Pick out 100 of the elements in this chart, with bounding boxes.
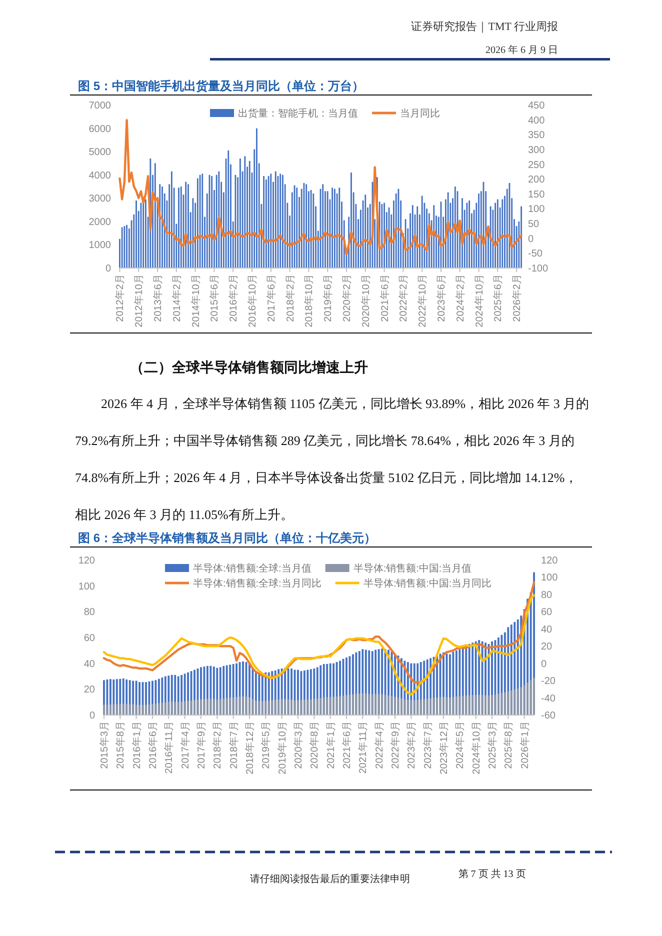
x-tick-label: 2012年10月 [133,274,146,328]
x-tick-label: 2014年10月 [190,274,202,328]
x-tick-label: 2014年2月 [170,274,183,322]
y2-tick-label: -100 [528,264,548,274]
legend-label: 当月同比 [400,108,440,120]
x-tick-label: 2024年10月 [470,721,482,774]
x-tick-label: 2024年2月 [454,274,466,322]
x-tick-label: 2022年4月 [373,721,386,769]
y2-tick-label: -20 [541,676,556,688]
y-tick-label: 5000 [88,147,112,158]
x-tick-label: 2019年6月 [322,274,334,322]
x-tick-label: 2024年10月 [473,274,486,328]
x-tick-label: 2021年6月 [340,721,353,769]
y-tick-label: 7000 [88,100,112,112]
x-tick-label: 2020年8月 [308,721,321,769]
y-tick-label: 80 [84,607,96,618]
line-series [102,594,536,696]
x-tick-label: 2019年10月 [276,721,288,774]
y2-tick-label: 40 [541,624,553,636]
y2-tick-label: -60 [541,710,556,722]
x-tick-label: 2016年1月 [130,721,143,769]
x-tick-label: 2023年6月 [435,274,448,322]
y-tick-label: 0 [89,710,96,722]
x-tick-label: 2026年2月 [511,274,524,322]
x-tick-label: 2016年11月 [163,721,176,774]
y-tick-label: 120 [78,556,96,566]
y2-tick-label: 250 [528,160,546,171]
x-tick-label: 2023年12月 [438,721,450,774]
x-tick-label: 2022年9月 [389,721,402,769]
y-tick-label: 0 [105,264,112,274]
x-tick-label: 2017年9月 [195,721,208,769]
x-tick-label: 2013年6月 [152,274,164,322]
x-tick-label: 2016年6月 [146,721,159,769]
text: 2026 年 6 月 9 日 [486,44,558,56]
y2-tick-label: 80 [541,590,553,601]
line-series [118,119,522,256]
text: 证券研究报告｜TMT 行业周报 [411,20,558,33]
x-tick-label: 2018年10月 [303,274,316,328]
legend-label: 半导体:销售额:中国:当月同比 [363,578,492,590]
y2-tick-label: 50 [528,219,540,230]
text: （二）全球半导体销售额同比增速上升 [130,359,368,376]
chart-title: 图 6：全球半导体销售额及当月同比（单位：十亿美元） [78,531,376,545]
x-tick-label: 2016年2月 [228,274,240,322]
y2-tick-label: 350 [528,130,546,142]
legend-label: 半导体:销售额:中国:当月值 [353,562,472,574]
text: 请仔细阅读报告最后的重要法律申明 [250,873,410,885]
legend-label: 出货量：智能手机：当月值 [238,108,358,120]
x-tick-label: 2025年3月 [486,721,498,769]
x-tick-label: 2020年10月 [360,274,372,328]
x-tick-label: 2018年7月 [228,721,240,769]
x-tick-label: 2015年6月 [208,274,221,322]
y2-tick-label: -40 [541,693,556,704]
x-tick-label: 2022年2月 [398,274,410,322]
x-tick-label: 2020年3月 [292,721,304,769]
legend-label: 半导体:销售额:全球:当月值 [193,562,312,574]
x-tick-label: 2016年10月 [246,274,258,328]
x-tick-label: 2015年3月 [98,721,110,769]
x-tick-label: 2012年2月 [114,274,126,322]
x-tick-label: 2018年2月 [284,274,296,322]
y-tick-label: 6000 [88,124,112,135]
y-tick-label: 20 [84,684,96,696]
y-tick-label: 4000 [88,170,112,182]
y2-tick-label: 200 [528,174,546,186]
x-tick-label: 2017年4月 [179,721,192,769]
x-tick-label: 2015年8月 [114,721,127,769]
chart-title: 图 5：中国智能手机出货量及当月同比（单位：万台） [78,79,364,93]
y2-tick-label: 0 [541,658,547,670]
x-tick-label: 2023年7月 [422,721,434,769]
y2-tick-label: 400 [528,115,546,126]
text: 2026 年 4 月，全球半导体销售额 1105 亿美元，同比增长 93.89%，相比 2026 年 3 月的 79.2%有所上升；中国半导体销售额 289 亿美元，同比增长 78.64%，相比 2026 年 3 月的 74.8%有所上升；2026 年 4 月，日本半导体设备出货量 5102 亿日元，同比增加 14.12%，相比 2026 年 3 月的 11.05%有所上升。 [75,396,590,522]
text: 第 7 页 共 13 页 [458,868,526,880]
y2-tick-label: 0 [528,234,534,245]
y2-tick-label: 20 [541,642,553,653]
x-tick-label: 2023年2月 [406,721,418,769]
x-tick-label: 2022年10月 [416,274,429,328]
x-tick-label: 2021年1月 [324,721,337,769]
y2-tick-label: 100 [528,204,546,216]
y2-tick-label: 300 [528,144,546,156]
y-tick-label: 1000 [88,240,112,252]
y2-tick-label: 450 [528,100,546,112]
y2-tick-label: 100 [541,572,558,584]
x-tick-label: 2025年8月 [502,721,515,769]
y-tick-label: 3000 [88,194,112,205]
y-tick-label: 100 [78,581,96,592]
y-tick-label: 60 [84,633,96,644]
x-tick-label: 2026年1月 [518,721,531,769]
legend-label: 半导体:销售额:全球:当月同比 [193,578,322,590]
y-tick-label: 2000 [88,216,112,228]
x-tick-label: 2021年11月 [357,721,370,774]
x-tick-label: 2025年6月 [492,274,504,322]
x-tick-label: 2021年6月 [378,274,391,322]
x-tick-label: 2024年5月 [454,721,466,769]
y2-tick-label: 120 [541,556,558,566]
y-tick-label: 40 [84,658,96,670]
x-tick-label: 2018年12月 [244,721,256,774]
y2-tick-label: 60 [541,607,553,618]
x-tick-label: 2018年2月 [212,721,224,769]
x-tick-label: 2020年2月 [340,274,353,322]
x-tick-label: 2019年5月 [260,721,272,769]
x-tick-label: 2017年6月 [265,274,278,322]
